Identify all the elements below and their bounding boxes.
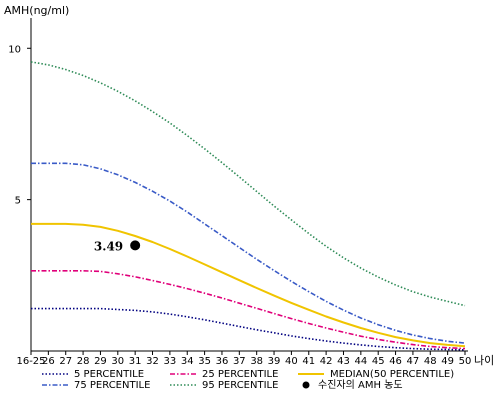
x-tick-label: 48 — [424, 356, 437, 367]
x-tick-label: 50 — [459, 356, 472, 367]
x-tick-label: 41 — [302, 356, 315, 367]
x-tick-label: 46 — [389, 356, 402, 367]
legend: 5 PERCENTILE 25 PERCENTILE MEDIAN(50 PERCE… — [42, 369, 454, 391]
x-tick-label: 49 — [441, 356, 454, 367]
x-tick-label: 37 — [233, 356, 246, 367]
y-axis-label: AMH(ng/ml) — [4, 4, 69, 17]
x-tick-label: 30 — [111, 356, 124, 367]
patient-value-label: 3.49 — [94, 239, 123, 253]
legend-label-median-50-percentile: MEDIAN(50 PERCENTILE) — [330, 369, 454, 380]
patient-value-dot — [130, 240, 141, 251]
legend-label-25-percentile: 25 PERCENTILE — [202, 369, 278, 380]
x-tick-label: 33 — [164, 356, 177, 367]
y-tick-label: 10 — [8, 44, 21, 55]
x-tick-label: 28 — [77, 356, 90, 367]
legend-label-patient: 수진자의 AMH 농도 — [318, 379, 403, 391]
legend-label-75-percentile: 75 PERCENTILE — [74, 380, 150, 391]
legend-label-95-percentile: 95 PERCENTILE — [202, 380, 278, 391]
x-tick-label: 36 — [216, 356, 229, 367]
x-tick-label: 47 — [407, 356, 420, 367]
x-tick-label: 35 — [198, 356, 211, 367]
legend-label-5-percentile: 5 PERCENTILE — [74, 369, 144, 380]
x-tick-label: 26 — [42, 356, 55, 367]
x-tick-label: 16-25 — [16, 356, 45, 367]
x-tick-label: 29 — [94, 356, 107, 367]
series-line-95-percentile — [30, 61, 466, 307]
x-tick-label: 43 — [337, 356, 350, 367]
x-tick-label: 27 — [59, 356, 72, 367]
x-tick-label: 42 — [320, 356, 333, 367]
legend-swatch-patient — [302, 381, 310, 389]
x-tick-label: 34 — [181, 356, 194, 367]
x-tick-label: 32 — [146, 356, 159, 367]
series-lines — [30, 61, 466, 351]
series-line-median-50-percentile — [31, 222, 466, 348]
y-tick-label: 5 — [15, 196, 21, 207]
x-axis-label: 나이 — [474, 354, 494, 367]
x-tick-label: 31 — [129, 356, 142, 367]
x-tick-label: 39 — [268, 356, 281, 367]
x-tick-label: 45 — [372, 356, 385, 367]
x-tick-label: 38 — [250, 356, 263, 367]
x-tick-label: 40 — [285, 356, 298, 367]
patient-marker: 3.49 — [94, 239, 141, 253]
series-line-25-percentile — [31, 269, 466, 350]
series-line-5-percentile — [31, 307, 466, 351]
x-tick-label: 44 — [354, 356, 367, 367]
